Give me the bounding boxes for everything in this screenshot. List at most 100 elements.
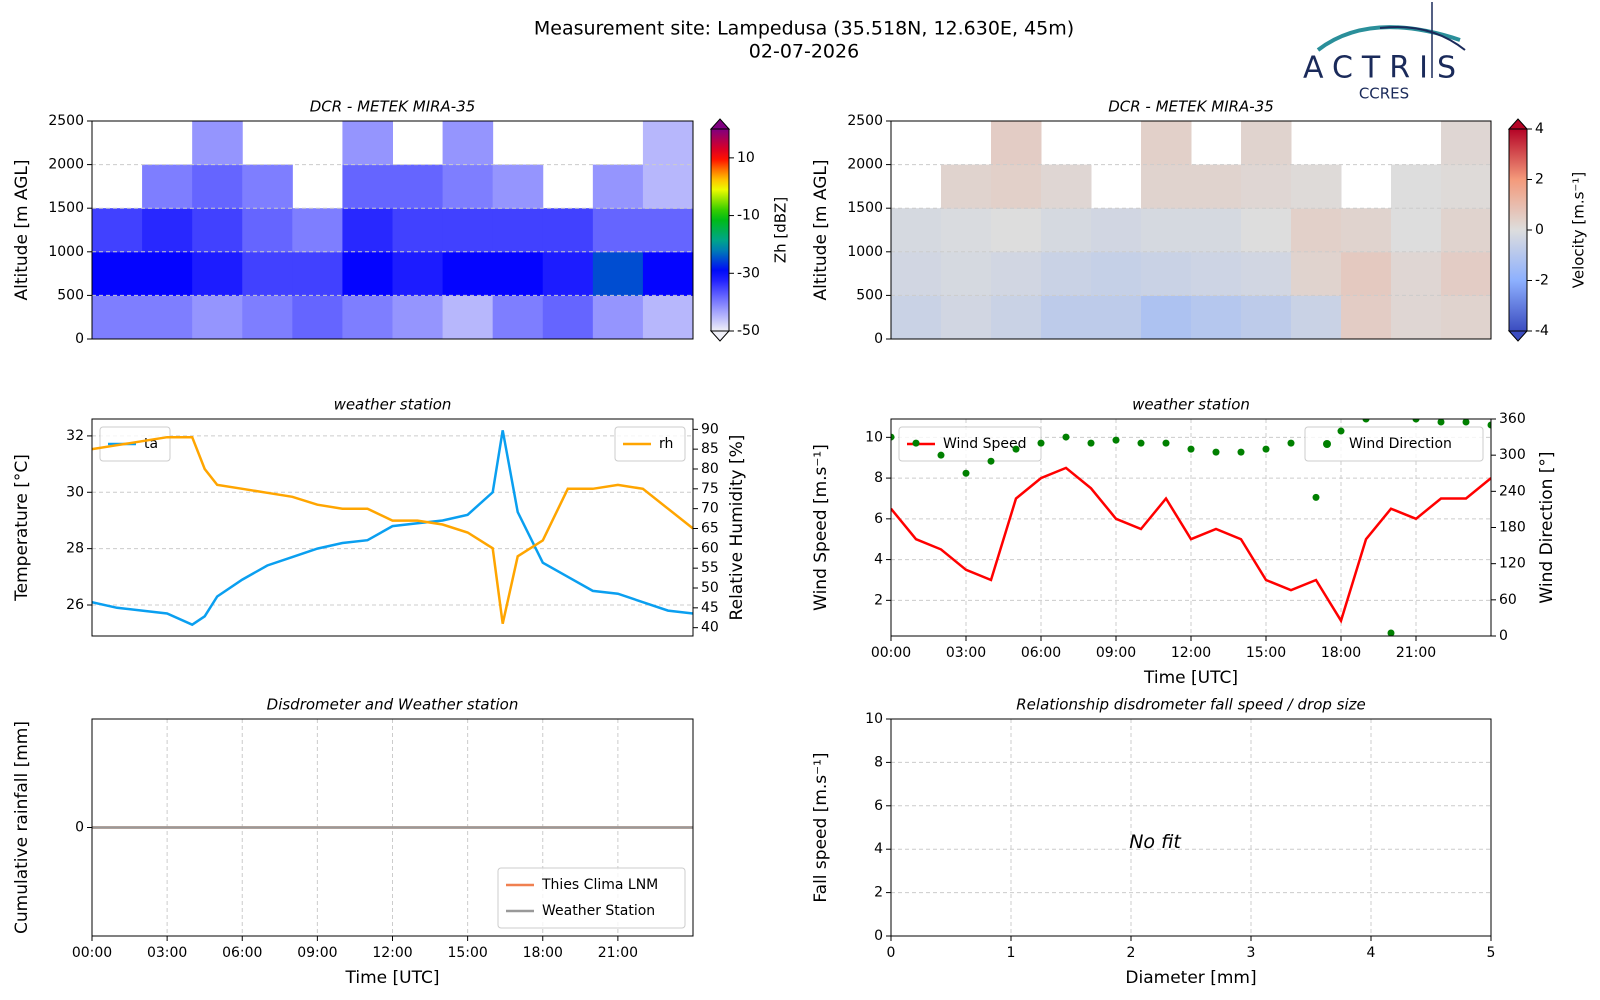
heatmap-cell (492, 208, 544, 253)
colorbar-tick-label: -50 (737, 323, 760, 339)
heatmap-cell (142, 208, 193, 253)
point (1387, 629, 1395, 636)
heatmap-cell (991, 251, 1042, 296)
heatmap-cell (192, 164, 243, 209)
x-tick-label: 00:00 (871, 645, 911, 661)
heatmap-cell (1191, 295, 1242, 339)
point (1187, 445, 1195, 453)
logo-subtext: CCRES (1359, 85, 1409, 103)
y2-tick-label: 80 (701, 461, 719, 477)
heatmap-cell (1441, 295, 1491, 339)
axes-frame (890, 120, 1492, 340)
panel-title: DCR - METEK MIRA-35 (1108, 98, 1274, 116)
x-tick-label: 3 (1247, 945, 1256, 961)
heatmap-cell (242, 295, 293, 339)
legend-label: Wind Speed (943, 436, 1027, 452)
heatmap-cell (1291, 208, 1342, 253)
heatmap-cell (242, 164, 293, 209)
x-tick-label: 06:00 (222, 945, 262, 961)
axes-frame (890, 418, 1492, 637)
heatmap-cell (1191, 251, 1242, 296)
y-tick-label: 4 (874, 841, 883, 857)
y-tick-label: 2000 (48, 157, 84, 173)
heatmap-cell (1441, 164, 1491, 209)
heatmap-cell (542, 208, 594, 253)
heatmap-cell (392, 208, 444, 253)
y-axis-label: Cumulative rainfall [mm] (12, 721, 32, 934)
legend-box (497, 867, 686, 929)
x-tick-label: 0 (887, 945, 896, 961)
colorbar-extend (709, 118, 731, 130)
heatmap-cell (242, 251, 293, 296)
x-tick-label: 21:00 (1396, 645, 1436, 661)
heatmap-cell (1241, 251, 1292, 296)
heatmap-cell (192, 251, 243, 296)
heatmap-cell (1041, 295, 1092, 339)
y-tick-label: 0 (75, 331, 84, 347)
heatmap-cell (442, 121, 494, 166)
heatmap-cell (1091, 295, 1142, 339)
x-tick-label: 06:00 (1021, 645, 1061, 661)
point (1162, 439, 1170, 447)
heatmap-cell (1391, 295, 1442, 339)
heatmap-cell (1291, 164, 1342, 209)
point (1087, 439, 1095, 447)
y-tick-label: 0 (874, 331, 883, 347)
annotation: No fit (1129, 831, 1182, 853)
panel: DCR - METEK MIRA-35 0 500 1000 1500 2000 2500 A… (811, 98, 1588, 348)
colorbar-tick-label: 2 (1535, 172, 1544, 188)
heatmap-cell (1341, 251, 1392, 296)
x-tick-label: 00:00 (72, 945, 112, 961)
heatmap-cell (1391, 208, 1442, 253)
point (1212, 448, 1220, 456)
heatmap-cell (991, 164, 1042, 209)
heatmap-cell (642, 251, 693, 296)
heatmap-cell (192, 295, 243, 339)
heatmap-cell (242, 208, 293, 253)
y2-tick-label: 75 (701, 481, 719, 497)
y2-tick-label: 180 (1499, 520, 1526, 536)
heatmap-cell (142, 251, 193, 296)
point (1287, 439, 1295, 447)
y2-tick-label: 240 (1499, 483, 1526, 499)
heatmap (92, 121, 693, 339)
y2-tick-label: 45 (701, 600, 719, 616)
y-tick-label: 26 (66, 597, 84, 613)
panel-title: Relationship disdrometer fall speed / dr… (1016, 696, 1366, 714)
heatmap-cell (991, 208, 1042, 253)
heatmap-cell (1091, 208, 1142, 253)
y2-tick-label: 0 (1499, 628, 1508, 644)
y-tick-label: 8 (874, 754, 883, 770)
x-tick-label: 18:00 (523, 945, 563, 961)
colorbar-extend (1507, 330, 1529, 342)
colorbar-tick-label: 4 (1535, 121, 1544, 137)
y-axis-label: Fall speed [m.s⁻¹] (811, 752, 831, 902)
heatmap-cell (1191, 208, 1242, 253)
heatmap-cell (492, 295, 544, 339)
y2-axis-label: Relative Humidity [%] (727, 435, 747, 621)
heatmap-cell (442, 208, 494, 253)
x-tick-label: 18:00 (1321, 645, 1361, 661)
heatmap-cell (1391, 251, 1442, 296)
y2-tick-label: 300 (1499, 447, 1526, 463)
colorbar-tick-label: -2 (1535, 273, 1549, 289)
point (891, 433, 895, 441)
y-tick-label: 4 (874, 552, 883, 568)
heatmap-cell (1191, 164, 1242, 209)
heatmap-cell (1041, 251, 1092, 296)
point (1112, 436, 1120, 444)
heatmap-cell (1241, 295, 1292, 339)
heatmap-cell (1141, 208, 1192, 253)
point (1362, 419, 1370, 423)
heatmap-cell (891, 208, 942, 253)
heatmap-cell (442, 164, 494, 209)
y-tick-label: 2 (874, 592, 883, 608)
heatmap-cell (142, 164, 193, 209)
x-tick-label: 15:00 (447, 945, 487, 961)
heatmap-cell (542, 295, 594, 339)
figure-date: 02-07-2026 (749, 41, 859, 63)
colorbar-tick-label: -10 (737, 208, 760, 224)
heatmap-cell (941, 208, 992, 253)
heatmap-cell (592, 251, 644, 296)
